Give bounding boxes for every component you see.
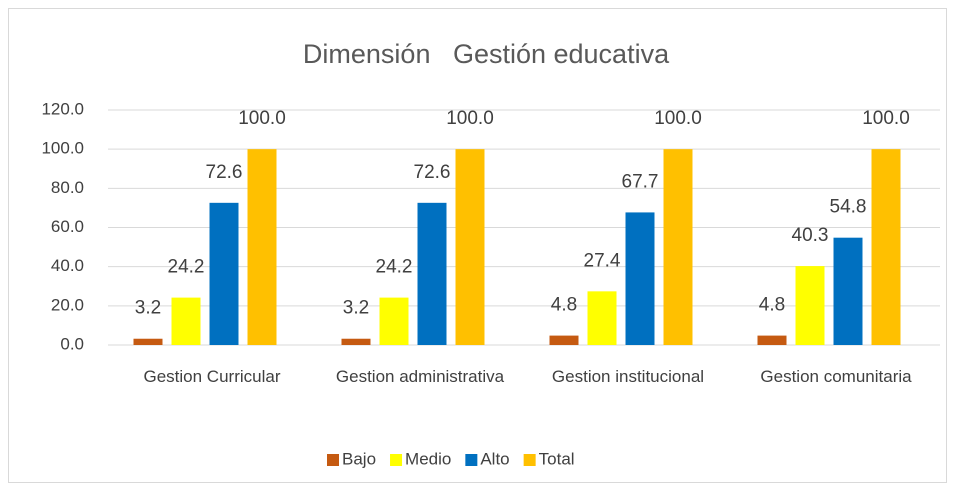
x-tick-label: Gestion comunitaria xyxy=(760,367,912,386)
data-label: 100.0 xyxy=(654,108,702,129)
bar xyxy=(171,297,201,345)
bar xyxy=(341,338,371,345)
bar xyxy=(625,212,655,345)
x-tick-label: Gestion Curricular xyxy=(143,367,281,386)
y-tick-label: 40.0 xyxy=(51,256,84,275)
bar xyxy=(795,266,825,345)
bar xyxy=(871,149,901,345)
y-tick-label: 120.0 xyxy=(41,99,84,118)
data-label: 3.2 xyxy=(343,298,369,319)
data-label: 72.6 xyxy=(414,162,451,183)
legend-swatch xyxy=(390,454,403,466)
y-tick-label: 0.0 xyxy=(60,334,84,353)
legend-label: Total xyxy=(539,449,575,468)
y-tick-label: 80.0 xyxy=(51,178,84,197)
data-label: 100.0 xyxy=(862,108,910,129)
legend-swatch xyxy=(327,454,339,466)
legend-label: Medio xyxy=(405,449,451,468)
bar xyxy=(663,149,693,345)
chart-title: Dimensión Gestión educativa xyxy=(303,39,670,69)
data-label: 100.0 xyxy=(446,108,494,129)
data-label: 24.2 xyxy=(168,257,205,278)
data-label: 40.3 xyxy=(792,225,829,246)
data-label: 54.8 xyxy=(830,197,867,218)
bar xyxy=(833,237,863,345)
bar xyxy=(455,149,485,345)
data-label: 3.2 xyxy=(135,298,161,319)
legend-label: Alto xyxy=(480,449,509,468)
legend-swatch xyxy=(465,454,478,466)
bar xyxy=(587,291,617,345)
data-label: 4.8 xyxy=(759,295,785,316)
bar xyxy=(209,202,239,345)
data-label: 72.6 xyxy=(206,162,243,183)
legend-swatch xyxy=(523,454,536,466)
data-label: 100.0 xyxy=(238,108,286,129)
bar xyxy=(379,297,409,345)
bar xyxy=(247,149,277,345)
x-tick-label: Gestion institucional xyxy=(551,367,705,386)
y-tick-label: 60.0 xyxy=(51,217,84,236)
bar xyxy=(549,335,579,345)
bar xyxy=(757,335,787,345)
data-label: 27.4 xyxy=(584,250,621,271)
data-label: 4.8 xyxy=(551,295,577,316)
bar xyxy=(133,338,163,345)
bar xyxy=(417,202,447,345)
x-tick-label: Gestion administrativa xyxy=(335,367,505,386)
y-tick-label: 100.0 xyxy=(41,139,84,158)
legend-label: Bajo xyxy=(342,449,376,468)
data-label: 67.7 xyxy=(622,171,659,192)
data-label: 24.2 xyxy=(376,257,413,278)
y-tick-label: 20.0 xyxy=(51,295,84,314)
